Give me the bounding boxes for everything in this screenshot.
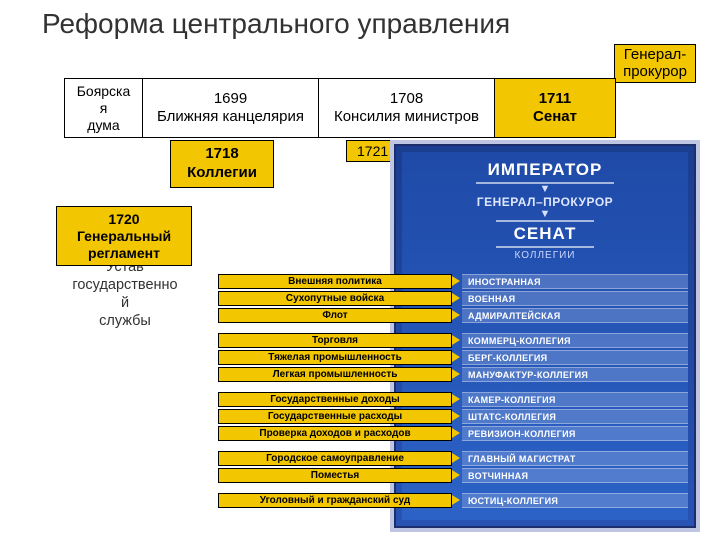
kollegii-row: Проверка доходов и расходовРЕВИЗИОН-КОЛЛ… [402,426,688,441]
kollegii-bar: Поместья [218,468,452,483]
kollegii-group: Уголовный и гражданский судЮСТИЦ-КОЛЛЕГИ… [402,493,688,508]
hierarchy-panel: ИМПЕРАТОР ▼ ГЕНЕРАЛ–ПРОКУРОР ▼ СЕНАТ КОЛ… [390,140,700,532]
ustav-l2: государственно [60,276,190,294]
kollegii-row: Сухопутные войскаВОЕННАЯ [402,291,688,306]
tl3-l1: 1711 [503,90,607,108]
kollegii-name: КАМЕР-КОЛЛЕГИЯ [462,392,688,407]
kollegii-row: Внешняя политикаИНОСТРАННАЯ [402,274,688,289]
tl1-l1: 1699 [151,90,310,108]
arrow-right-icon [452,409,462,424]
gp-line1: Генерал- [623,47,687,64]
general-prokuror-box: Генерал- прокурор [614,44,696,83]
senat-label: СЕНАТ [496,220,595,248]
box-1720: 1720 Генеральный регламент [56,206,192,266]
kollegii-row: Государственные расходыШТАТС-КОЛЛЕГИЯ [402,409,688,424]
kollegii-bar: Государственные расходы [218,409,452,424]
arrow-down-icon: ▼ [402,184,688,195]
gp-line2: прокурор [623,64,687,81]
arrow-right-icon [452,493,462,508]
tl2-l2: Консилия министров [327,108,486,126]
kollegii-name: БЕРГ-КОЛЛЕГИЯ [462,350,688,365]
b1720-l2: Генеральный [61,228,187,245]
tl1-l2: Ближняя канцелярия [151,108,310,126]
kollegii-row: Тяжелая промышленностьБЕРГ-КОЛЛЕГИЯ [402,350,688,365]
tl2-l1: 1708 [327,90,486,108]
arrow-right-icon [452,274,462,289]
kollegii-bar: Городское самоуправление [218,451,452,466]
tl3-l2: Сенат [503,108,607,126]
kollegii-bar: Легкая промышленность [218,367,452,382]
kollegii-group: ТорговляКОММЕРЦ-КОЛЛЕГИЯ Тяжелая промышле… [402,333,688,382]
arrow-right-icon [452,333,462,348]
page-title: Реформа центрального управления [0,0,720,44]
kollegii-row: ПоместьяВОТЧИННАЯ [402,468,688,483]
kollegii-name: КОММЕРЦ-КОЛЛЕГИЯ [462,333,688,348]
arrow-right-icon [452,392,462,407]
arrow-right-icon [452,308,462,323]
kollegii-row: Городское самоуправлениеГЛАВНЫЙ МАГИСТРА… [402,451,688,466]
kollegii-name: РЕВИЗИОН-КОЛЛЕГИЯ [462,426,688,441]
arrow-right-icon [452,468,462,483]
kollegii-group: Внешняя политикаИНОСТРАННАЯ Сухопутные во… [402,274,688,323]
kollegii-name: ГЛАВНЫЙ МАГИСТРАТ [462,451,688,466]
emperor-label: ИМПЕРАТОР [476,158,615,184]
kollegii-name: ВОТЧИННАЯ [462,468,688,483]
b1718-l1: 1718 [175,145,269,164]
panel-inner: ИМПЕРАТОР ▼ ГЕНЕРАЛ–ПРОКУРОР ▼ СЕНАТ КОЛ… [402,152,688,520]
b1720-l1: 1720 [61,211,187,228]
kollegii-group: Городское самоуправлениеГЛАВНЫЙ МАГИСТРА… [402,451,688,483]
kollegii-bar: Флот [218,308,452,323]
kollegii-row: Государственные доходыКАМЕР-КОЛЛЕГИЯ [402,392,688,407]
kollegii-name: АДМИРАЛТЕЙСКАЯ [462,308,688,323]
kollegii-bar: Уголовный и гражданский суд [218,493,452,508]
panel-gp-label: ГЕНЕРАЛ–ПРОКУРОР [402,195,688,209]
kollegii-name: МАНУФАКТУР-КОЛЛЕГИЯ [462,367,688,382]
kollegii-bar: Государственные доходы [218,392,452,407]
kollegii-name: ИНОСТРАННАЯ [462,274,688,289]
kollegii-row: Уголовный и гражданский судЮСТИЦ-КОЛЛЕГИ… [402,493,688,508]
kollegii-row: ФлотАДМИРАЛТЕЙСКАЯ [402,308,688,323]
arrow-right-icon [452,426,462,441]
timeline-cell-2: 1708 Консилия министров [319,79,495,137]
arrow-right-icon [452,451,462,466]
b1720-l3: регламент [61,245,187,262]
kollegii-bar: Тяжелая промышленность [218,350,452,365]
kollegii-groups: Внешняя политикаИНОСТРАННАЯ Сухопутные во… [402,274,688,518]
kollegii-group: Государственные доходыКАМЕР-КОЛЛЕГИЯ Госу… [402,392,688,441]
kollegii-bar: Внешняя политика [218,274,452,289]
kollegii-bar: Проверка доходов и расходов [218,426,452,441]
arrow-right-icon [452,367,462,382]
arrow-right-icon [452,291,462,306]
kollegii-word: КОЛЛЕГИИ [402,250,688,261]
kollegii-name: ШТАТС-КОЛЛЕГИЯ [462,409,688,424]
kollegii-bar: Сухопутные войска [218,291,452,306]
timeline-cell-3: 1711 Сенат [495,79,615,137]
timeline-row: Боярска я дума 1699 Ближняя канцелярия 1… [64,78,616,138]
panel-top: ИМПЕРАТОР ▼ ГЕНЕРАЛ–ПРОКУРОР ▼ СЕНАТ КОЛ… [402,152,688,261]
tl0-l3: дума [73,117,134,134]
timeline-cell-0: Боярска я дума [65,79,143,137]
arrow-right-icon [452,350,462,365]
timeline-cell-1: 1699 Ближняя канцелярия [143,79,319,137]
ustav-l4: службы [60,312,190,330]
tl0-l1: Боярска [73,83,134,100]
kollegii-name: ВОЕННАЯ [462,291,688,306]
kollegii-row: ТорговляКОММЕРЦ-КОЛЛЕГИЯ [402,333,688,348]
box-1718: 1718 Коллегии [170,140,274,188]
ustav-text: Устав государственно й службы [60,258,190,331]
ustav-l3: й [60,294,190,312]
kollegii-name: ЮСТИЦ-КОЛЛЕГИЯ [462,493,688,508]
kollegii-row: Легкая промышленностьМАНУФАКТУР-КОЛЛЕГИЯ [402,367,688,382]
b1718-l2: Коллегии [175,164,269,183]
kollegii-bar: Торговля [218,333,452,348]
tl0-l2: я [73,100,134,117]
arrow-down-icon: ▼ [402,209,688,220]
